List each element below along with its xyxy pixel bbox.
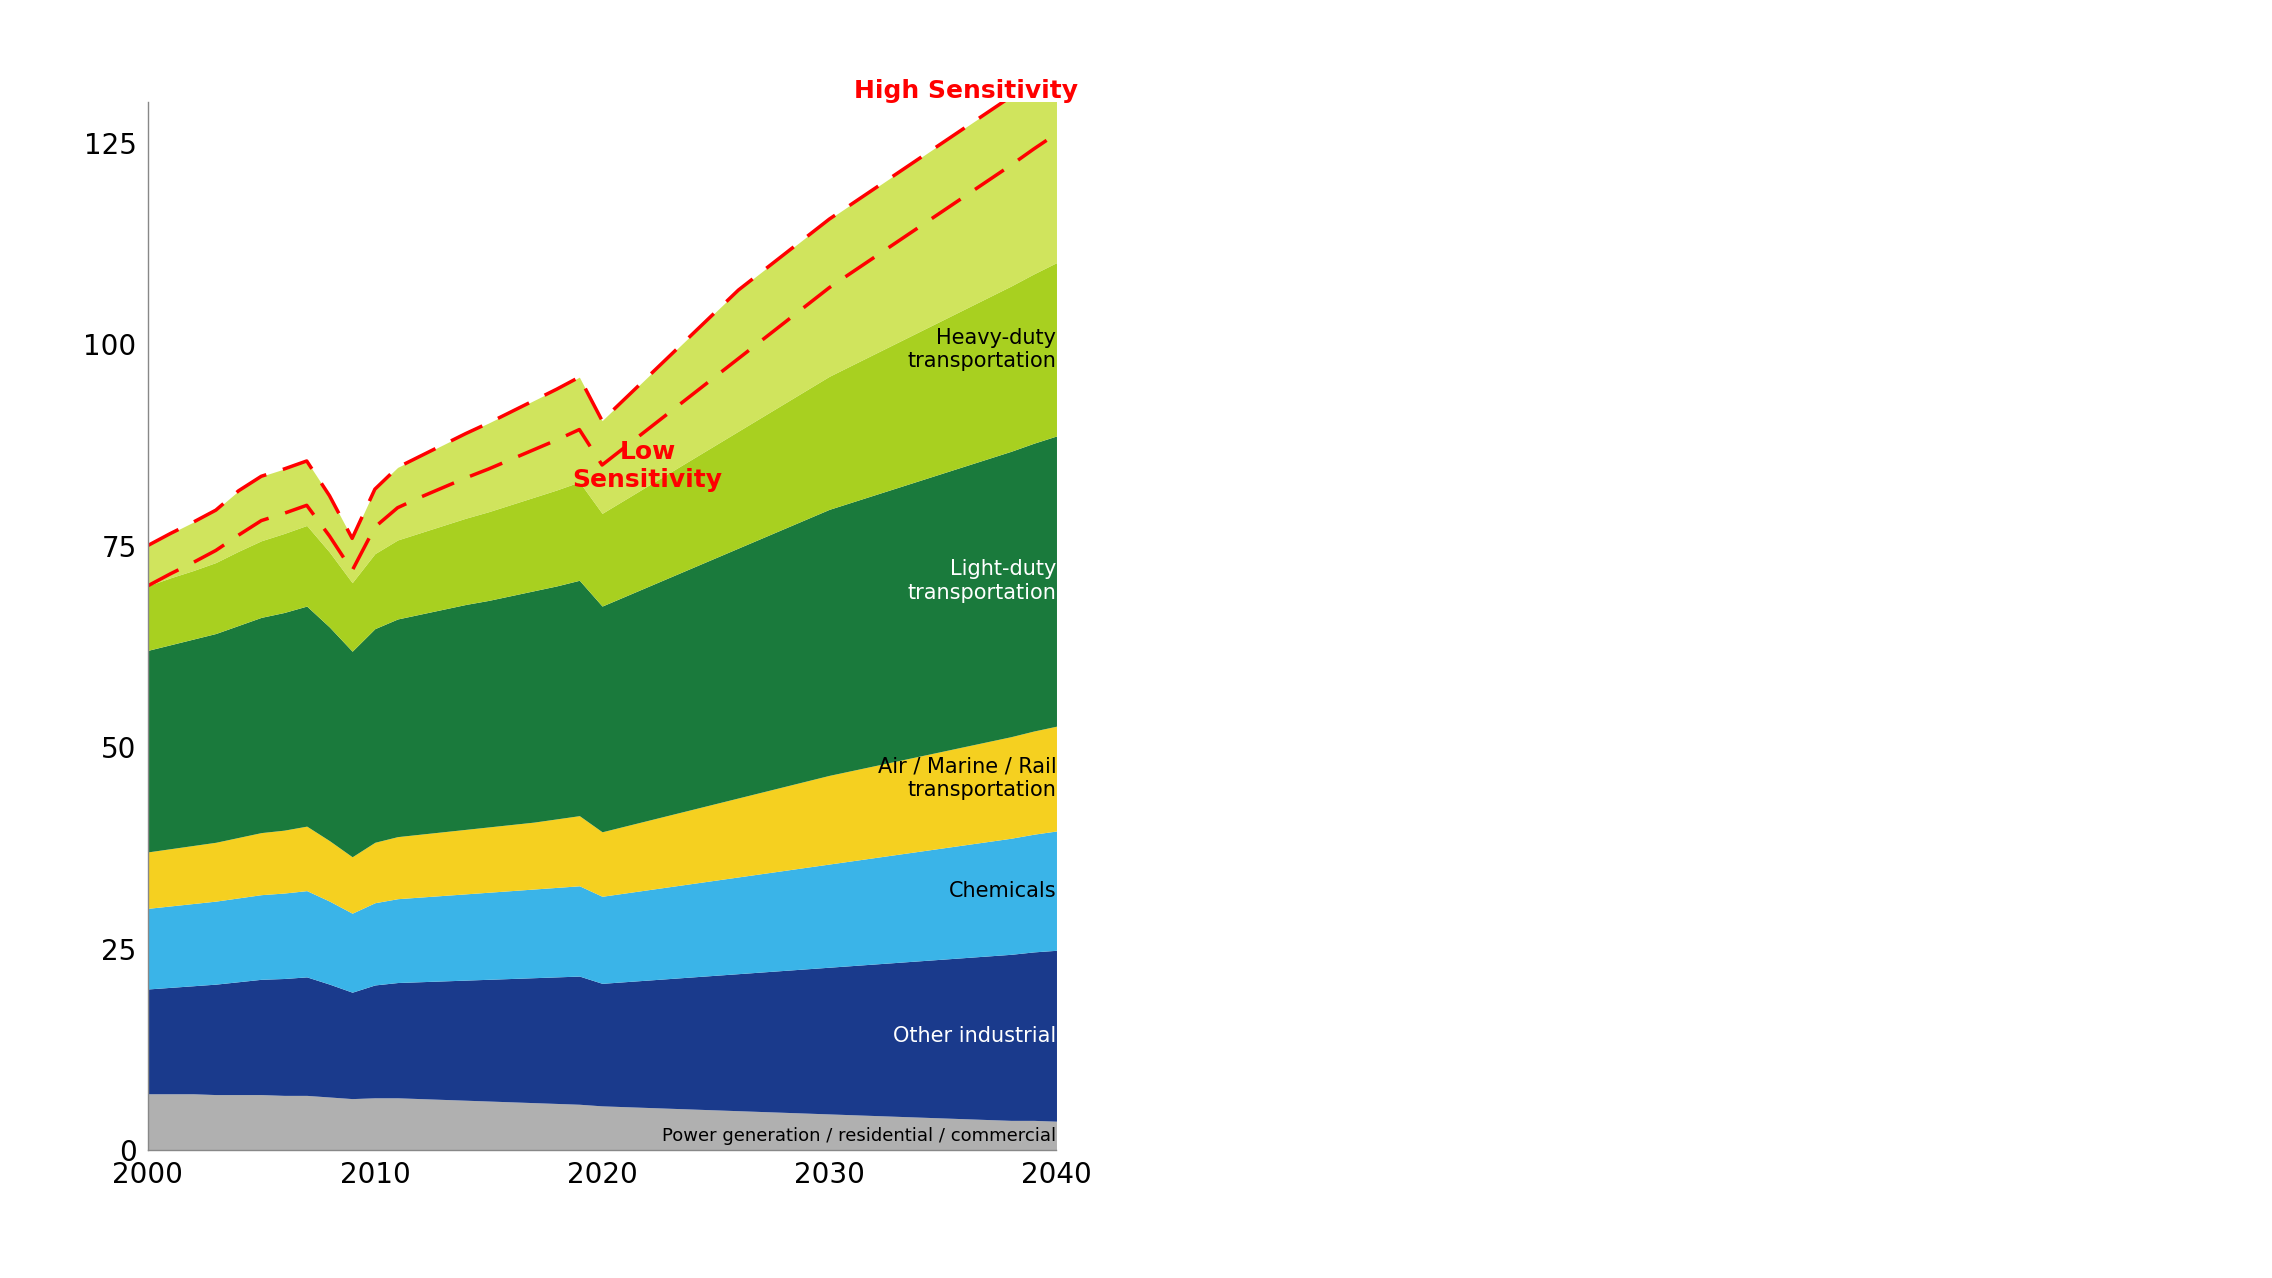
Text: Power generation / residential / commercial: Power generation / residential / commerc… — [663, 1127, 1056, 1145]
Text: Heavy-duty
transportation: Heavy-duty transportation — [907, 327, 1056, 371]
Text: Chemicals: Chemicals — [950, 881, 1056, 901]
Text: Low
Sensitivity: Low Sensitivity — [573, 440, 722, 492]
Text: Other industrial: Other industrial — [893, 1026, 1056, 1045]
Text: Air / Marine / Rail
transportation: Air / Marine / Rail transportation — [877, 757, 1056, 800]
Text: High Sensitivity: High Sensitivity — [854, 79, 1077, 104]
Text: Light-duty
transportation: Light-duty transportation — [907, 560, 1056, 603]
